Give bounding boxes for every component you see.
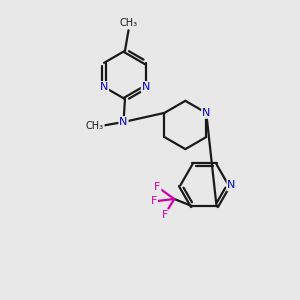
Text: F: F xyxy=(161,210,168,220)
Text: N: N xyxy=(100,82,108,92)
Text: CH₃: CH₃ xyxy=(119,18,138,28)
Text: N: N xyxy=(142,82,150,92)
Text: F: F xyxy=(154,182,161,192)
Text: N: N xyxy=(119,117,128,127)
Text: N: N xyxy=(227,180,236,190)
Text: CH₃: CH₃ xyxy=(86,121,104,130)
Text: N: N xyxy=(202,108,210,118)
Text: F: F xyxy=(151,196,157,206)
